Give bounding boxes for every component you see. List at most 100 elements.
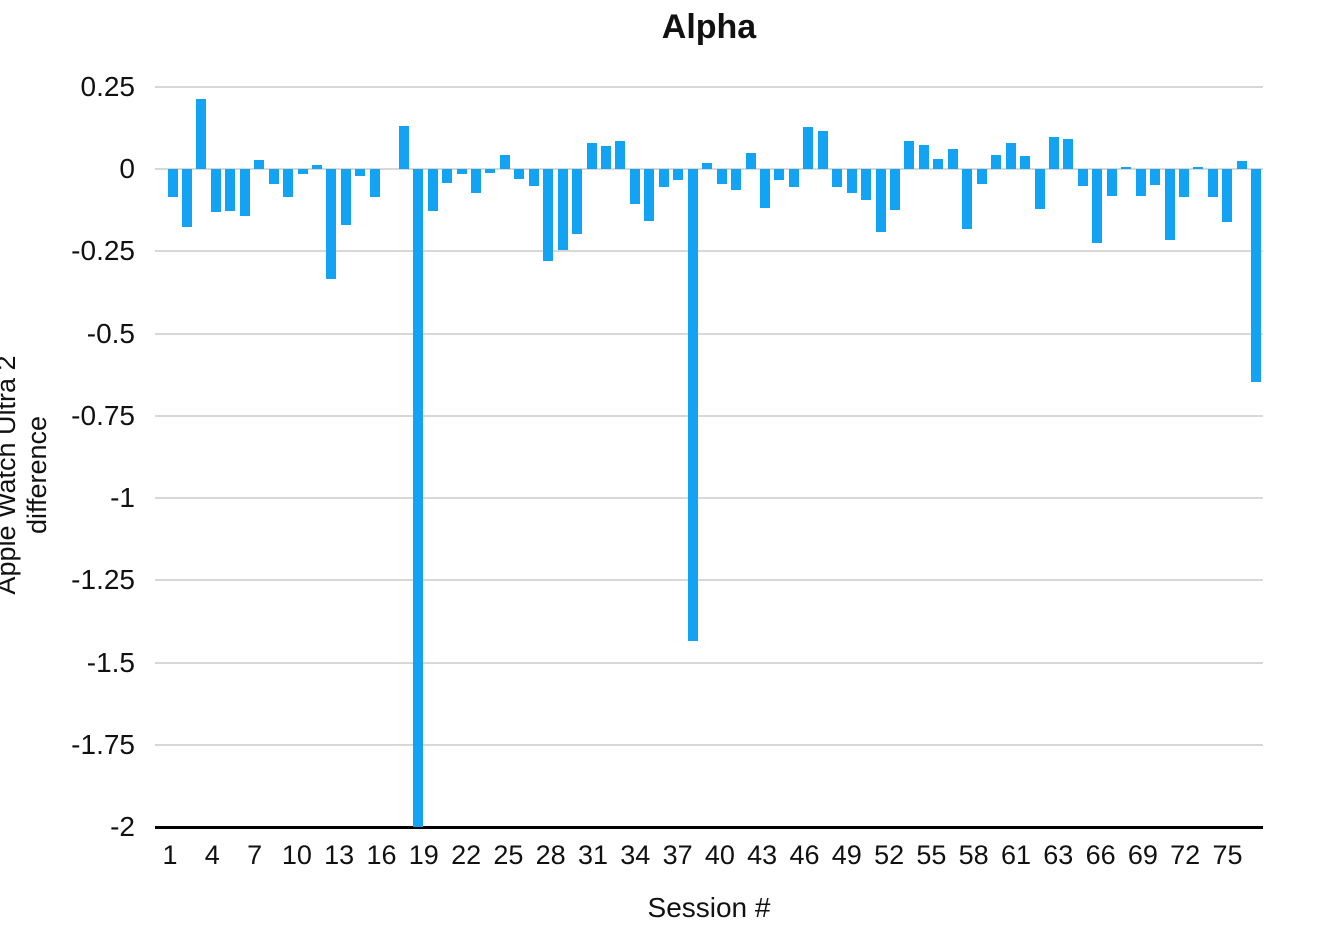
bar-session-43 [774, 169, 785, 180]
bar-session-3 [196, 98, 207, 170]
bar-session-11 [312, 165, 322, 170]
bar-session-69 [1150, 169, 1161, 185]
y-tick-label: -2 [110, 811, 135, 842]
bar-session-13 [340, 169, 351, 226]
y-tick-label: -1 [110, 482, 135, 514]
bar-session-49 [861, 169, 872, 200]
bar-session-76 [1251, 169, 1262, 382]
bar-session-31 [601, 145, 611, 170]
bar-session-23 [485, 169, 496, 174]
bar-session-61 [1034, 169, 1045, 209]
x-tick-label: 63 [1043, 840, 1074, 870]
y-gridline [155, 414, 1263, 417]
x-tick-label: 46 [789, 840, 820, 870]
x-axis-line [155, 826, 1263, 829]
bar-session-12 [326, 169, 337, 280]
bar-session-71 [1179, 169, 1189, 198]
y-gridline [155, 86, 1263, 88]
x-tick-label: 7 [247, 840, 263, 870]
bar-session-36 [673, 169, 684, 180]
bar-session-59 [1005, 142, 1016, 170]
bar-session-57 [976, 169, 987, 185]
bar-session-10 [297, 169, 308, 175]
bar-session-52 [904, 141, 915, 170]
bar-session-41 [745, 152, 756, 170]
bar-session-66 [1106, 169, 1117, 196]
bar-session-15 [369, 169, 380, 197]
bar-session-9 [283, 169, 294, 197]
bar-session-53 [918, 144, 929, 170]
bar-session-7 [254, 160, 265, 170]
x-tick-label: 43 [747, 840, 778, 870]
bar-session-34 [644, 169, 655, 221]
y-tick-label: -0.5 [86, 317, 135, 349]
bar-session-60 [1020, 156, 1031, 170]
x-tick-label: 22 [451, 840, 482, 870]
bar-session-32 [615, 141, 626, 170]
y-tick-label: -1.25 [71, 564, 135, 596]
bar-session-37 [687, 169, 698, 641]
x-tick-label: 37 [662, 840, 693, 870]
y-gridline [155, 497, 1263, 500]
bar-session-75 [1236, 161, 1247, 170]
x-tick-label: 4 [204, 840, 220, 870]
x-tick-label: 31 [577, 840, 609, 870]
bar-session-51 [890, 169, 900, 210]
x-tick-label: 61 [1000, 840, 1032, 870]
x-tick-label: 69 [1127, 840, 1158, 870]
bar-session-63 [1063, 139, 1074, 170]
bar-session-4 [210, 169, 221, 212]
y-gridline [155, 579, 1263, 582]
x-tick-label: 49 [831, 840, 862, 870]
x-tick-label: 19 [408, 840, 439, 870]
bar-session-14 [355, 169, 366, 177]
bar-session-54 [933, 159, 944, 170]
bar-session-65 [1092, 169, 1103, 244]
bar-session-72 [1193, 166, 1204, 170]
x-axis-title: Session # [647, 892, 771, 923]
bar-session-42 [759, 169, 770, 209]
x-tick-label: 72 [1170, 840, 1201, 870]
bar-session-74 [1222, 169, 1233, 222]
bar-session-29 [572, 169, 583, 234]
x-tick-label: 40 [704, 840, 735, 870]
bar-session-33 [629, 169, 640, 204]
bar-session-24 [499, 154, 510, 170]
bar-session-20 [442, 169, 453, 184]
bar-session-26 [528, 169, 539, 186]
bar-session-67 [1121, 166, 1132, 170]
y-gridline [155, 743, 1263, 746]
bar-session-55 [947, 149, 958, 170]
bar-session-35 [658, 169, 669, 188]
x-tick-label: 52 [874, 840, 905, 870]
bar-session-30 [586, 143, 597, 170]
plot-area [155, 86, 1263, 829]
y-tick-label: -0.25 [71, 235, 135, 267]
bar-session-39 [716, 169, 727, 185]
bar-session-38 [702, 162, 713, 170]
bar-session-2 [181, 169, 192, 228]
y-gridline [155, 250, 1263, 253]
bar-session-27 [543, 169, 554, 262]
bar-session-6 [239, 169, 250, 216]
y-gridline [155, 661, 1263, 664]
chart-title: Alpha [661, 8, 757, 46]
bar-session-48 [846, 169, 857, 194]
x-tick-label: 34 [620, 840, 651, 870]
bar-session-56 [962, 169, 973, 230]
bar-session-64 [1077, 169, 1088, 186]
bar-session-58 [991, 154, 1002, 170]
bar-session-45 [803, 127, 814, 170]
bar-session-28 [557, 169, 568, 250]
y-tick-label: 0.25 [80, 71, 136, 102]
x-tick-label: 75 [1212, 840, 1243, 870]
y-tick-label: -1.5 [86, 646, 135, 678]
bar-session-17 [398, 126, 409, 170]
bar-session-1 [167, 169, 178, 198]
x-tick-label: 1 [162, 840, 178, 870]
bar-session-21 [456, 169, 467, 175]
bar-session-18 [413, 169, 424, 827]
bar-session-5 [225, 169, 236, 211]
x-tick-label: 13 [324, 840, 355, 870]
